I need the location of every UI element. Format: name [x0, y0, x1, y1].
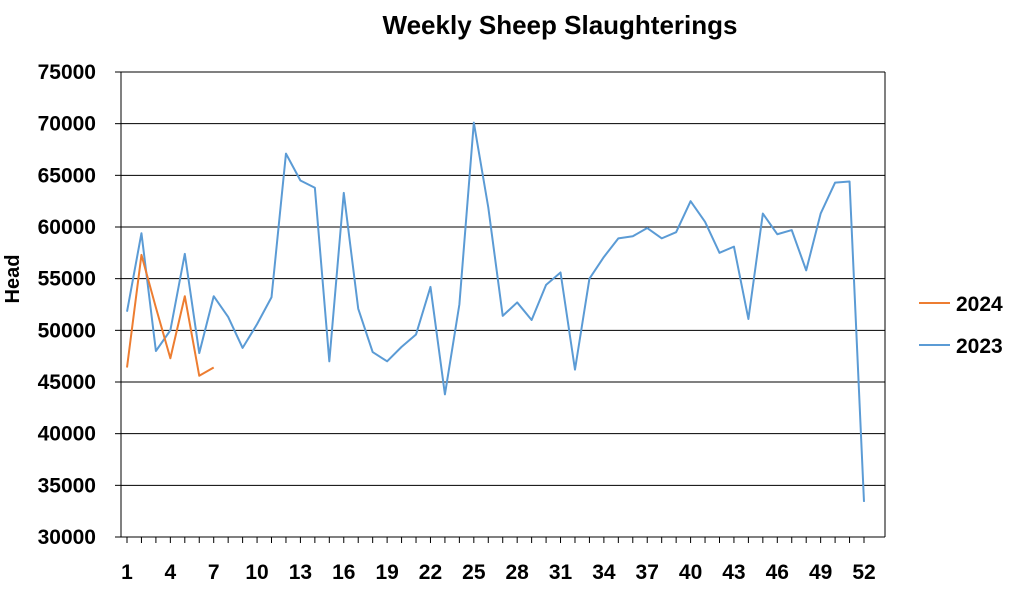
x-tick-label: 16: [332, 561, 355, 584]
x-tick-label: 43: [722, 561, 745, 584]
x-tick-label: 7: [208, 561, 220, 584]
x-tick-label: 37: [636, 561, 659, 584]
chart-title: Weekly Sheep Slaughterings: [383, 10, 738, 40]
x-tick-label: 4: [165, 561, 177, 584]
y-tick-label: 60000: [38, 216, 96, 239]
series-line-2024: [126, 253, 215, 377]
x-tick-label: 25: [462, 561, 486, 584]
x-tick-label: 49: [809, 561, 832, 584]
y-tick-label: 50000: [38, 319, 96, 342]
y-tick-label: 30000: [38, 526, 96, 549]
x-tick-label: 31: [549, 561, 573, 584]
x-tick-label: 34: [592, 561, 616, 584]
legend-label-2024: 2024: [956, 293, 1003, 316]
x-tick-label: 19: [375, 561, 398, 584]
x-tick-label: 10: [245, 561, 268, 584]
series-layer: [126, 121, 865, 502]
y-tick-label: 55000: [38, 268, 96, 291]
x-tick-label: 40: [679, 561, 702, 584]
series-line-2023: [126, 121, 865, 502]
y-tick-label: 65000: [38, 164, 96, 187]
y-tick-label: 70000: [38, 113, 96, 136]
y-axis: 30000 35000 40000 45000 50000 55000 60000 65000…: [38, 61, 121, 549]
x-tick-label: 1: [121, 561, 133, 584]
y-tick-label: 45000: [38, 371, 96, 394]
x-axis: 1 4 7 10 13 16 19 22 25 28 31 34 37 40 43 46 49 52: [121, 537, 876, 584]
y-axis-label: Head: [2, 255, 24, 304]
legend: 2024 2023: [919, 293, 1003, 358]
x-tick-label: 13: [289, 561, 312, 584]
y-tick-label: 75000: [38, 61, 96, 84]
y-tick-label: 40000: [38, 423, 96, 446]
x-tick-label: 22: [419, 561, 442, 584]
plot-area: [120, 72, 886, 538]
gridlines: [121, 71, 885, 538]
y-tick-label: 35000: [38, 474, 96, 497]
x-tick-label: 52: [852, 561, 875, 584]
x-tick-label: 46: [766, 561, 789, 584]
x-tick-label: 28: [505, 561, 529, 584]
legend-label-2023: 2023: [956, 335, 1003, 358]
